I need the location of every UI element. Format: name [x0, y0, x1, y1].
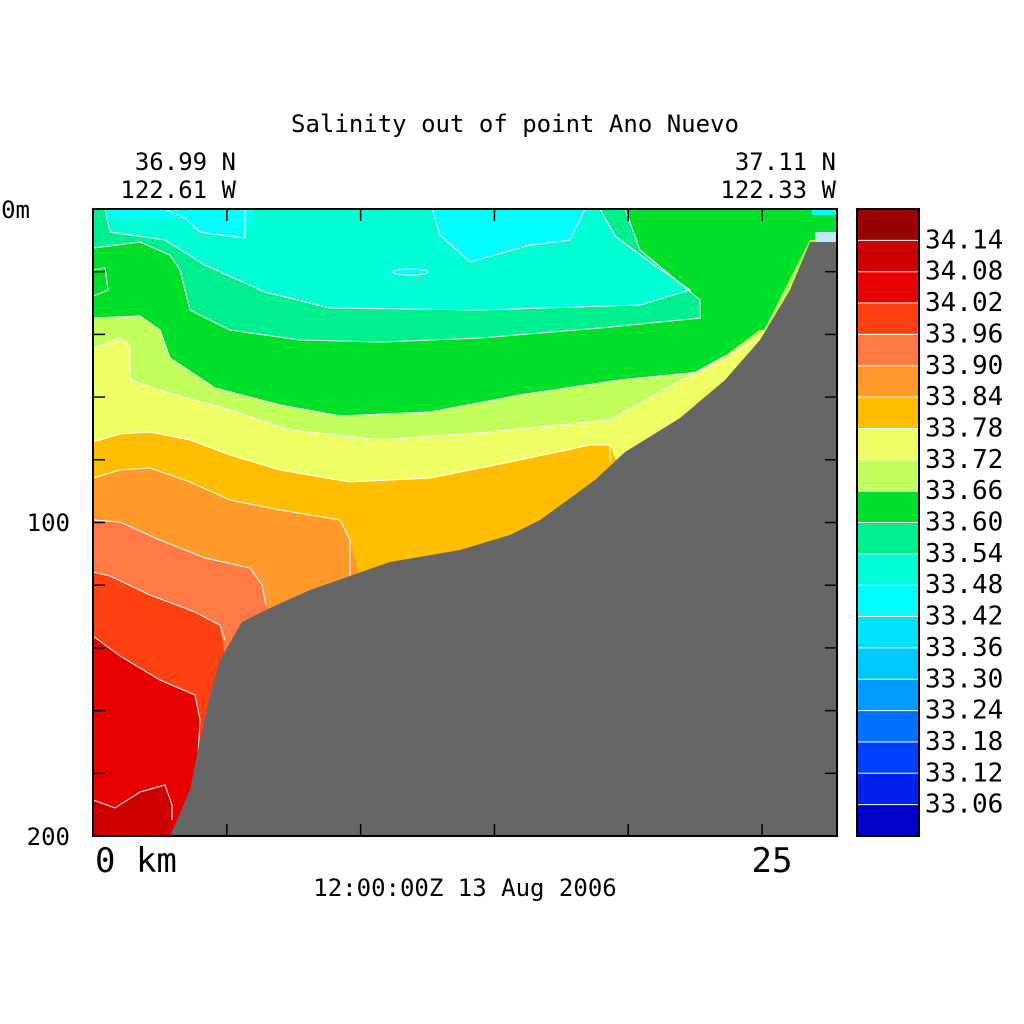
- coastal-light-band: [815, 232, 837, 242]
- x-label-start: 0 km: [95, 841, 177, 881]
- y-label-bottom: 200: [27, 823, 70, 851]
- axis-ticks: [93, 209, 837, 836]
- colorbar-swatch: [857, 773, 919, 806]
- colorbar-swatch: [857, 553, 919, 586]
- colorbar-label: 33.18: [925, 727, 1003, 757]
- colorbar-label: 33.12: [925, 758, 1003, 788]
- colorbar-label: 33.90: [925, 351, 1003, 381]
- colorbar-swatch: [857, 679, 919, 712]
- colorbar-label: 33.84: [925, 382, 1003, 412]
- colorbar-frame: [856, 208, 920, 837]
- colorbar-label: 33.54: [925, 539, 1003, 569]
- y-label-middle: 100: [27, 509, 70, 537]
- end-latitude: 37.11 N: [735, 148, 836, 176]
- timestamp-label: 12:00:00Z 13 Aug 2006: [313, 874, 616, 902]
- seafloor-land-mask: [170, 240, 837, 836]
- colorbar-swatch: [857, 303, 919, 335]
- y-label-top: 0m: [1, 196, 30, 224]
- colorbar-swatch: [857, 522, 919, 555]
- colorbar-label: 33.48: [925, 570, 1003, 600]
- surface-band-cyan: [812, 209, 837, 215]
- colorbar: 34.1434.0834.0233.9633.9033.8433.7833.72…: [856, 208, 1003, 837]
- contour-band-34.08: [93, 785, 172, 836]
- colorbar-label: 33.96: [925, 319, 1003, 349]
- colorbar-swatch: [857, 459, 919, 492]
- colorbar-label: 34.08: [925, 257, 1003, 287]
- colorbar-swatch: [857, 710, 919, 743]
- colorbar-swatch: [857, 741, 919, 774]
- chart-title: Salinity out of point Ano Nuevo: [291, 110, 739, 138]
- colorbar-label: 33.24: [925, 696, 1003, 726]
- colorbar-label: 33.06: [925, 790, 1003, 820]
- colorbar-swatch: [857, 647, 919, 680]
- colorbar-swatch: [857, 334, 919, 367]
- colorbar-swatch: [857, 804, 919, 837]
- end-longitude: 122.33 W: [720, 176, 836, 204]
- colorbar-label: 34.14: [925, 225, 1003, 255]
- colorbar-swatch: [857, 428, 919, 461]
- colorbar-swatch: [857, 585, 919, 618]
- isolated-contour-loop: [391, 268, 429, 276]
- colorbar-label: 33.60: [925, 508, 1003, 538]
- colorbar-label: 34.02: [925, 288, 1003, 318]
- colorbar-label: 33.72: [925, 445, 1003, 475]
- start-longitude: 122.61 W: [120, 176, 236, 204]
- colorbar-swatch: [857, 616, 919, 649]
- colorbar-swatch: [857, 365, 919, 398]
- colorbar-label: 33.42: [925, 602, 1003, 632]
- colorbar-label: 33.78: [925, 413, 1003, 443]
- contour-band-33.42-west: [100, 209, 255, 238]
- colorbar-swatch: [857, 271, 919, 304]
- colorbar-swatch: [857, 240, 919, 273]
- x-label-25: 25: [752, 841, 793, 881]
- contour-lines: [93, 209, 761, 820]
- colorbar-swatch: [857, 397, 919, 429]
- colorbar-label: 33.36: [925, 633, 1003, 663]
- start-latitude: 36.99 N: [135, 148, 236, 176]
- colorbar-label: 33.66: [925, 476, 1003, 506]
- colorbar-swatch: [857, 491, 919, 523]
- contour-fill-layer: [93, 209, 837, 836]
- contour-band-33.42-center: [432, 209, 585, 262]
- colorbar-label: 33.30: [925, 664, 1003, 694]
- colorbar-swatch: [857, 209, 919, 241]
